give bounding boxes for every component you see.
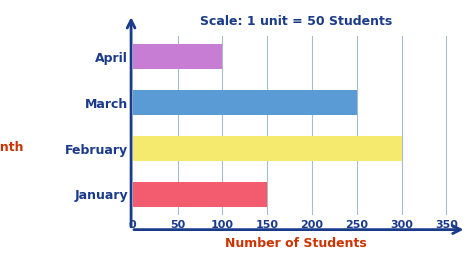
Bar	[133, 182, 267, 207]
Y-axis label: Month: Month	[0, 140, 25, 154]
Title: Scale: 1 unit = 50 Students: Scale: 1 unit = 50 Students	[200, 15, 392, 28]
Bar	[133, 136, 401, 161]
X-axis label: Number of Students: Number of Students	[225, 237, 367, 250]
Bar	[133, 44, 222, 69]
Bar	[133, 90, 357, 115]
